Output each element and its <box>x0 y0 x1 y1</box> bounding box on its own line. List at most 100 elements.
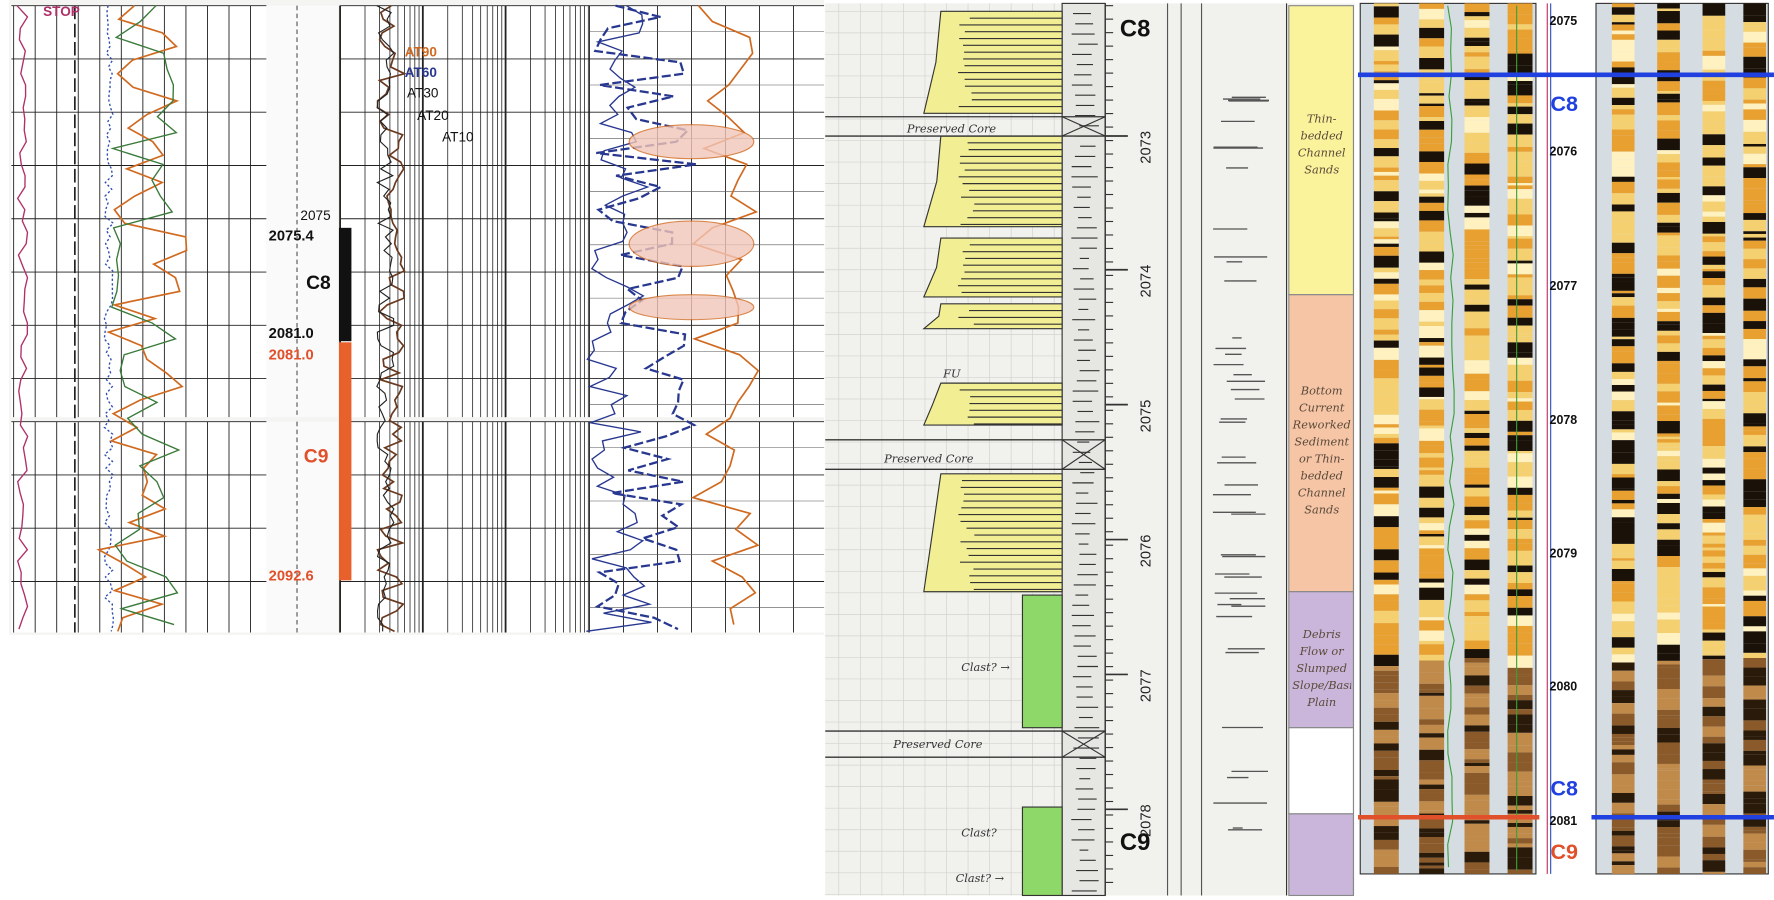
image-band <box>1611 104 1635 110</box>
image-band <box>1419 599 1445 609</box>
image-band <box>1419 474 1445 487</box>
image-band <box>1702 305 1726 313</box>
image-band <box>1464 258 1490 263</box>
image-band <box>1702 186 1726 196</box>
image-band <box>1657 120 1680 131</box>
image-band <box>1373 437 1399 444</box>
image-band <box>1657 799 1680 805</box>
image-band <box>1743 178 1767 189</box>
image-band <box>1373 832 1399 840</box>
image-band <box>1464 414 1490 426</box>
image-band <box>1419 301 1445 311</box>
image-band <box>1507 732 1533 746</box>
image-band <box>1657 827 1680 834</box>
facies-box: Bottom Current Reworked Sediment or Thin… <box>1293 385 1351 516</box>
zone-label: C9 <box>1551 840 1579 864</box>
curve-label: AT90 <box>405 45 437 60</box>
image-band <box>1657 447 1680 451</box>
image-band <box>1743 575 1767 584</box>
image-band <box>1702 211 1726 217</box>
image-band <box>1507 95 1533 104</box>
image-band <box>1702 618 1726 624</box>
image-band <box>1464 105 1490 118</box>
image-band <box>1702 50 1726 56</box>
image-band <box>1419 517 1445 524</box>
image-band <box>1373 427 1399 434</box>
image-band <box>1743 697 1767 700</box>
image-band <box>1373 806 1399 816</box>
depth-label: 2073 <box>1139 131 1155 164</box>
image-band <box>1702 368 1726 376</box>
image-band <box>1702 871 1726 874</box>
image-band <box>1507 342 1533 353</box>
image-band <box>1464 245 1490 250</box>
image-band <box>1464 428 1490 433</box>
image-band <box>1611 463 1635 475</box>
image-band <box>1373 98 1399 111</box>
sand-bed <box>922 237 1063 298</box>
image-band <box>1611 193 1635 205</box>
image-band <box>1419 189 1445 194</box>
image-band <box>1507 476 1533 488</box>
image-band <box>1702 779 1726 784</box>
image-band <box>1507 607 1533 616</box>
image-band <box>1464 46 1490 53</box>
image-band <box>1743 780 1767 786</box>
image-band <box>1419 117 1445 122</box>
image-band <box>1702 488 1726 495</box>
image-band <box>1657 556 1680 568</box>
image-band <box>1507 29 1533 39</box>
image-band <box>1611 560 1635 570</box>
image-band <box>1464 623 1490 632</box>
image-band <box>1657 107 1680 116</box>
image-band <box>1464 400 1490 411</box>
image-band <box>1419 683 1445 690</box>
image-band <box>1743 203 1767 214</box>
image-band <box>1373 736 1399 744</box>
image-band <box>1464 335 1490 346</box>
image-band <box>1657 188 1680 193</box>
image-band <box>1611 817 1635 828</box>
image-band <box>1702 562 1726 566</box>
image-band <box>1373 148 1399 157</box>
image-band <box>1464 662 1490 667</box>
image-band <box>1702 101 1726 105</box>
image-band <box>1373 536 1399 550</box>
image-band <box>1702 632 1726 641</box>
image-band <box>1507 225 1533 237</box>
image-band <box>1702 428 1726 438</box>
image-band <box>1507 263 1533 275</box>
image-band <box>1373 729 1399 737</box>
image-band <box>1702 643 1726 653</box>
image-band <box>1611 785 1635 793</box>
image-band <box>1507 248 1533 261</box>
image-band <box>1464 284 1490 290</box>
image-band <box>1419 562 1445 573</box>
image-band <box>1657 261 1680 269</box>
image-band <box>1657 664 1680 668</box>
image-band <box>1507 80 1533 85</box>
image-band <box>1743 867 1767 874</box>
image-band <box>1419 453 1445 458</box>
image-band <box>1743 405 1767 414</box>
image-band <box>1419 792 1445 802</box>
image-band <box>1743 458 1767 469</box>
image-band <box>1373 120 1399 130</box>
image-band <box>1507 410 1533 421</box>
image-band <box>1419 173 1445 181</box>
image-band <box>1702 769 1726 780</box>
image-band <box>1373 334 1399 341</box>
image-band <box>1743 521 1767 534</box>
image-band <box>1419 507 1445 518</box>
image-band <box>1419 545 1445 549</box>
image-band <box>1419 772 1445 780</box>
image-band <box>1702 384 1726 391</box>
image-band <box>1464 179 1490 186</box>
image-band <box>1611 553 1635 559</box>
image-band <box>1657 162 1680 171</box>
image-band <box>1373 743 1399 751</box>
image-band <box>1657 514 1680 524</box>
image-band <box>1743 42 1767 48</box>
image-band <box>1657 456 1680 461</box>
depth-label: 2080 <box>1550 679 1578 693</box>
